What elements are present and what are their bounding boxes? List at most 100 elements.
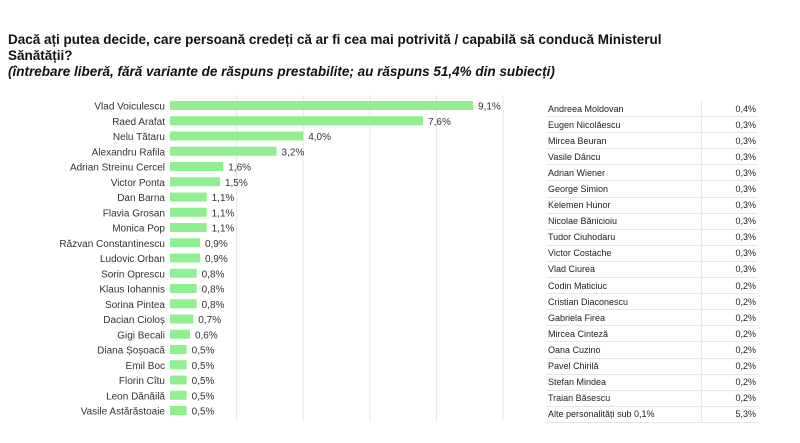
bar	[170, 146, 277, 156]
table-row: Nicolae Bănicioiu 0,3%	[546, 213, 758, 230]
table-row: Mircea Cinteză 0,2%	[546, 325, 758, 343]
table-row: Victor Costache 0,3%	[546, 245, 758, 262]
category-label: Emil Boc	[126, 361, 165, 372]
person-name: Mircea Beuran	[546, 132, 702, 150]
person-name: Mircea Cinteză	[546, 325, 702, 343]
person-name: Traian Băsescu	[546, 390, 702, 407]
person-name: Andreea Moldovan	[546, 101, 702, 118]
category-label: Ludovic Orban	[100, 254, 165, 265]
person-name: Nicolae Bănicioiu	[546, 213, 702, 230]
person-percent: 0,3%	[701, 148, 758, 166]
person-name: Tudor Ciuhodaru	[546, 229, 702, 246]
category-label: Adrian Streinu Cercel	[70, 163, 165, 174]
person-percent: 0,2%	[701, 325, 758, 343]
bar	[170, 406, 187, 415]
category-label: Răzvan Constantinescu	[59, 239, 165, 250]
category-label: Dacian Cioloș	[103, 315, 165, 326]
table-row: Oana Cuzino 0,2%	[546, 341, 758, 359]
bar	[170, 299, 197, 309]
chart-subtitle: (întrebare liberă, fără variante de răsp…	[8, 64, 555, 79]
category-label: Raed Arafat	[112, 117, 165, 128]
other-responses-table: Andreea Moldovan 0,4% Eugen Nicolăescu 0,3%…	[546, 101, 758, 423]
person-percent: 0,3%	[701, 116, 758, 134]
data-label: 0,7%	[198, 315, 221, 326]
bar	[170, 162, 224, 171]
table-row: Codin Maticiuc 0,2%	[546, 277, 758, 295]
category-label: Alexandru Rafila	[92, 147, 166, 158]
table-row: Gabriela Firea 0,2%	[546, 309, 758, 327]
person-percent: 0,3%	[701, 213, 758, 230]
bar	[170, 314, 194, 324]
bar	[170, 375, 187, 385]
table-row: Traian Băsescu 0,2%	[546, 390, 758, 407]
person-percent: 0,2%	[701, 293, 758, 311]
person-name: Alte personalități sub 0,1%	[546, 406, 702, 423]
person-percent: 0,2%	[701, 341, 758, 359]
table-row: Kelemen Hunor 0,3%	[546, 197, 758, 214]
bar-chart: Vlad Voiculescu 9,1% Raed Arafat 7,6% Nelu T…	[59, 95, 504, 422]
person-name: Oana Cuzino	[546, 341, 702, 359]
table-row: Vasile Dâncu 0,3%	[546, 148, 758, 166]
person-percent: 0,2%	[701, 374, 758, 391]
table-row: Stefan Mindea 0,2%	[546, 374, 758, 391]
data-label: 0,5%	[192, 361, 215, 372]
table-row: Andreea Moldovan 0,4%	[546, 101, 758, 118]
bar	[170, 131, 304, 141]
person-percent: 0,2%	[701, 277, 758, 295]
person-name: Kelemen Hunor	[546, 197, 702, 214]
bar	[170, 207, 207, 217]
bar	[170, 360, 187, 370]
data-label: 3,2%	[282, 147, 305, 158]
table-row: Alte personalități sub 0,1% 5,3%	[546, 406, 758, 423]
bar	[170, 284, 197, 293]
data-label: 0,5%	[192, 391, 215, 402]
chart-title: Dacă ați putea decide, care persoană cre…	[8, 32, 662, 63]
category-label: Flavia Grosan	[103, 208, 165, 219]
person-percent: 0,3%	[701, 180, 758, 198]
person-percent: 0,4%	[701, 101, 758, 118]
table-row: Vlad Ciurea 0,3%	[546, 261, 758, 279]
bar	[170, 177, 220, 187]
person-name: Cristian Diaconescu	[546, 293, 702, 311]
person-name: Gabriela Firea	[546, 309, 702, 327]
category-label: Sorin Oprescu	[101, 269, 165, 280]
category-label: Dan Barna	[117, 193, 165, 204]
person-name: George Simion	[546, 180, 702, 198]
person-name: Adrian Wiener	[546, 164, 702, 182]
data-label: 0,9%	[205, 254, 228, 265]
data-label: 0,5%	[192, 376, 215, 387]
person-percent: 0,3%	[701, 245, 758, 262]
person-name: Victor Costache	[546, 245, 702, 262]
category-label: Gigi Becali	[117, 330, 165, 341]
category-label: Monica Pop	[112, 224, 165, 235]
category-label: Diana Șoșoacă	[97, 346, 165, 357]
table-row: Mircea Beuran 0,3%	[546, 132, 758, 150]
person-name: Eugen Nicolăescu	[546, 116, 702, 134]
data-label: 0,5%	[192, 407, 215, 418]
person-name: Vlad Ciurea	[546, 261, 702, 279]
category-label: Florin Cîtu	[119, 376, 165, 387]
person-name: Pavel Chirilă	[546, 358, 702, 375]
bar	[170, 116, 424, 126]
data-label: 1,5%	[225, 178, 248, 189]
person-percent: 5,3%	[701, 406, 758, 423]
category-label: Vasile Astărăstoaie	[81, 407, 166, 418]
bar	[170, 192, 207, 202]
data-label: 0,5%	[192, 346, 215, 357]
category-label: Sorina Pintea	[105, 300, 165, 311]
bar	[170, 238, 200, 248]
data-label: 0,8%	[202, 269, 225, 280]
category-label: Victor Ponta	[111, 178, 166, 189]
data-label: 0,8%	[202, 285, 225, 296]
bar	[170, 223, 207, 232]
table-row: Eugen Nicolăescu 0,3%	[546, 116, 758, 134]
person-percent: 0,3%	[701, 197, 758, 214]
data-label: 0,6%	[195, 330, 218, 341]
category-label: Nelu Tătaru	[113, 132, 165, 143]
bar	[170, 390, 187, 400]
category-label: Klaus Iohannis	[99, 285, 165, 296]
bar	[170, 253, 200, 263]
data-label: 0,8%	[202, 300, 225, 311]
bar	[170, 101, 474, 110]
person-percent: 0,2%	[701, 390, 758, 407]
